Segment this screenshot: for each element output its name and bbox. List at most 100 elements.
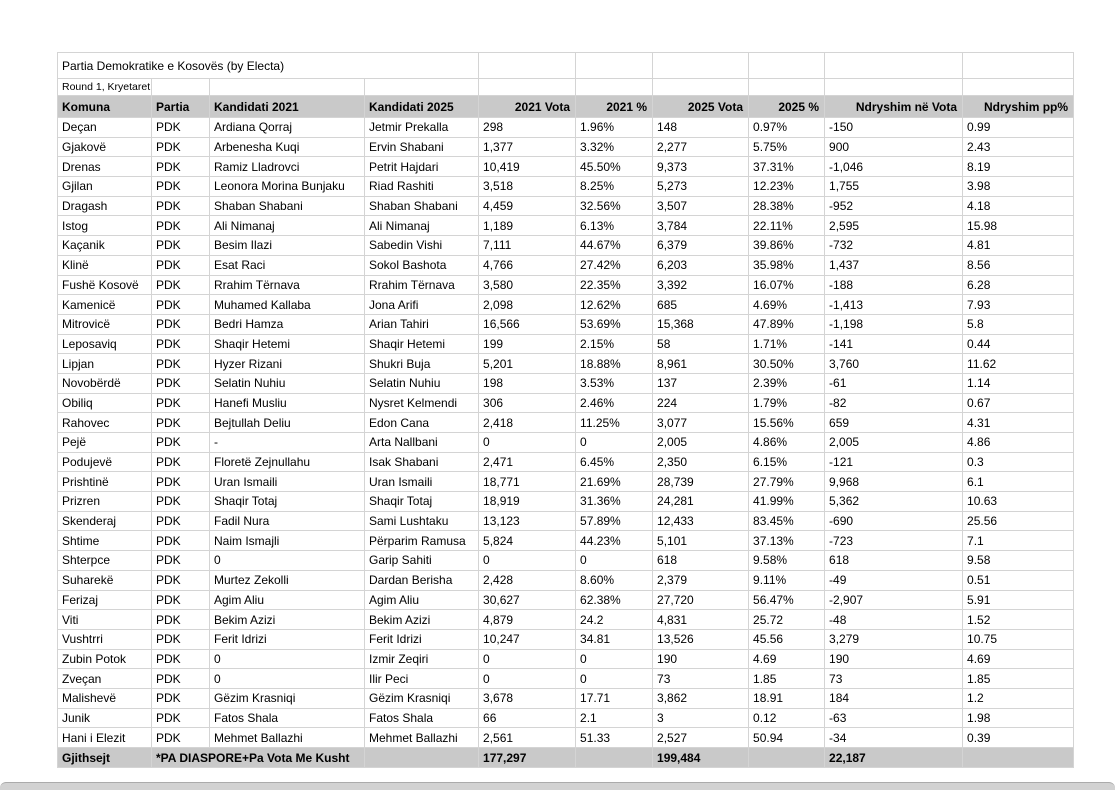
cell-komuna: Kamenicë [57,294,152,315]
cell-ndryshim-pp: 4.81 [962,235,1075,256]
table-row: Deçan PDK Ardiana Qorraj Jetmir Prekalla 298… [57,117,1075,138]
cell-vota-2025: 148 [652,117,750,138]
cell-komuna: Malishevë [57,687,152,709]
cell-vota-2025: 3,784 [652,215,750,237]
cell-partia: PDK [151,274,210,296]
cell-komuna: Suharekë [57,569,152,591]
column-header-kandidati-2025: Kandidati 2025 [363,95,480,118]
cell-pct-2025: 1.85 [748,668,826,689]
cell-kandidati-2025: Ervin Shabani [363,136,480,158]
empty-cell [209,78,365,96]
cell-kandidati-2021: Bekim Azizi [209,609,365,630]
cell-pct-2021: 2.1 [575,707,654,729]
cell-pct-2025: 45.56 [748,628,826,650]
cell-vota-2021: 3,518 [478,176,577,197]
empty-cell [575,78,654,96]
cell-komuna: Gjilan [57,176,152,197]
cell-ndryshim-vota: 3,760 [824,353,964,374]
cell-partia: PDK [151,156,210,178]
cell-vota-2025: 3,077 [652,412,750,433]
cell-ndryshim-pp: 0.99 [962,117,1075,138]
cell-vota-2021: 4,766 [478,254,577,276]
table-row: Gjakovë PDK Arbenesha Kuqi Ervin Shabani 1,3… [57,136,1075,158]
cell-ndryshim-pp: 1.2 [962,687,1075,709]
cell-vota-2021: 2,561 [478,727,577,748]
cell-kandidati-2021: Fatos Shala [209,707,365,729]
cell-vota-2021: 199 [478,333,577,355]
cell-partia: PDK [151,294,210,315]
totals-vota-2021: 177,297 [478,747,577,768]
cell-komuna: Ferizaj [57,589,152,611]
cell-komuna: Zubin Potok [57,648,152,670]
cell-pct-2025: 2.39% [748,372,826,394]
cell-kandidati-2021: Uran Ismaili [209,471,365,493]
column-header-ndryshim-pp: Ndryshim pp% [962,95,1075,118]
table-row: Junik PDK Fatos Shala Fatos Shala 66 2.1 3 0.12… [57,707,1075,729]
cell-ndryshim-vota: -2,907 [824,589,964,611]
cell-pct-2025: 0.97% [748,117,826,138]
cell-pct-2025: 6.15% [748,451,826,473]
table-row: Suharekë PDK Murtez Zekolli Dardan Berisha 2… [57,569,1075,591]
cell-vota-2025: 190 [652,648,750,670]
column-header-kandidati-2021: Kandidati 2021 [209,95,365,118]
cell-ndryshim-pp: 1.52 [962,609,1075,630]
cell-komuna: Obiliq [57,392,152,414]
cell-ndryshim-vota: -63 [824,707,964,729]
table-row: Podujevë PDK Floretë Zejnullahu Isak Shaban… [57,451,1075,473]
cell-pct-2025: 37.31% [748,156,826,178]
column-header-partia: Partia [151,95,210,118]
cell-pct-2025: 1.71% [748,333,826,355]
cell-pct-2021: 8.25% [575,176,654,197]
cell-pct-2025: 22.11% [748,215,826,237]
cell-pct-2025: 4.86% [748,432,826,453]
cell-vota-2021: 30,627 [478,589,577,611]
cell-ndryshim-pp: 7.1 [962,530,1075,552]
cell-pct-2021: 2.15% [575,333,654,355]
cell-partia: PDK [151,510,210,532]
cell-kandidati-2021: Leonora Morina Bunjaku [209,176,365,197]
cell-ndryshim-pp: 0.51 [962,569,1075,591]
cell-vota-2025: 2,379 [652,569,750,591]
cell-ndryshim-vota: -723 [824,530,964,552]
cell-ndryshim-pp: 6.28 [962,274,1075,296]
cell-partia: PDK [151,530,210,552]
table-body: Deçan PDK Ardiana Qorraj Jetmir Prekalla 298… [57,117,1075,748]
cell-vota-2021: 7,111 [478,235,577,256]
cell-vota-2025: 2,527 [652,727,750,748]
empty-cell [652,78,750,96]
table-row: Rahovec PDK Bejtullah Deliu Edon Cana 2,418 1… [57,412,1075,433]
cell-vota-2021: 3,678 [478,687,577,709]
cell-kandidati-2021: Ardiana Qorraj [209,117,365,138]
cell-pct-2025: 35.98% [748,254,826,276]
cell-komuna: Hani i Elezit [57,727,152,748]
table-row: Kaçanik PDK Besim Ilazi Sabedin Vishi 7,111 4… [57,235,1075,256]
cell-ndryshim-vota: 3,279 [824,628,964,650]
cell-komuna: Prizren [57,491,152,512]
table-row: Fushë Kosovë PDK Rrahim Tërnava Rrahim Tërn… [57,274,1075,296]
cell-vota-2025: 3,392 [652,274,750,296]
cell-ndryshim-pp: 10.63 [962,491,1075,512]
column-header-pct-2021: 2021 % [575,95,654,118]
cell-kandidati-2021: 0 [209,668,365,689]
cell-pct-2021: 0 [575,648,654,670]
empty-cell [575,747,654,768]
cell-ndryshim-vota: -141 [824,333,964,355]
column-header-vota-2021: 2021 Vota [478,95,577,118]
cell-vota-2025: 28,739 [652,471,750,493]
table-row: Ferizaj PDK Agim Aliu Agim Aliu 30,627 62.38%… [57,589,1075,611]
cell-kandidati-2021: Gëzim Krasniqi [209,687,365,709]
cell-pct-2021: 27.42% [575,254,654,276]
cell-vota-2025: 2,005 [652,432,750,453]
cell-kandidati-2021: Fadil Nura [209,510,365,532]
cell-pct-2025: 12.23% [748,176,826,197]
totals-label: Gjithsejt [57,747,152,768]
cell-ndryshim-vota: -121 [824,451,964,473]
empty-cell [748,78,826,96]
table-row: Zveçan PDK 0 Ilir Peci 0 0 73 1.85 73 1.85 [57,668,1075,689]
cell-ndryshim-pp: 1.14 [962,372,1075,394]
cell-kandidati-2025: Ali Nimanaj [363,215,480,237]
cell-komuna: Gjakovë [57,136,152,158]
cell-vota-2025: 15,368 [652,313,750,335]
cell-kandidati-2021: Bedri Hamza [209,313,365,335]
horizontal-scrollbar[interactable] [0,782,1115,790]
